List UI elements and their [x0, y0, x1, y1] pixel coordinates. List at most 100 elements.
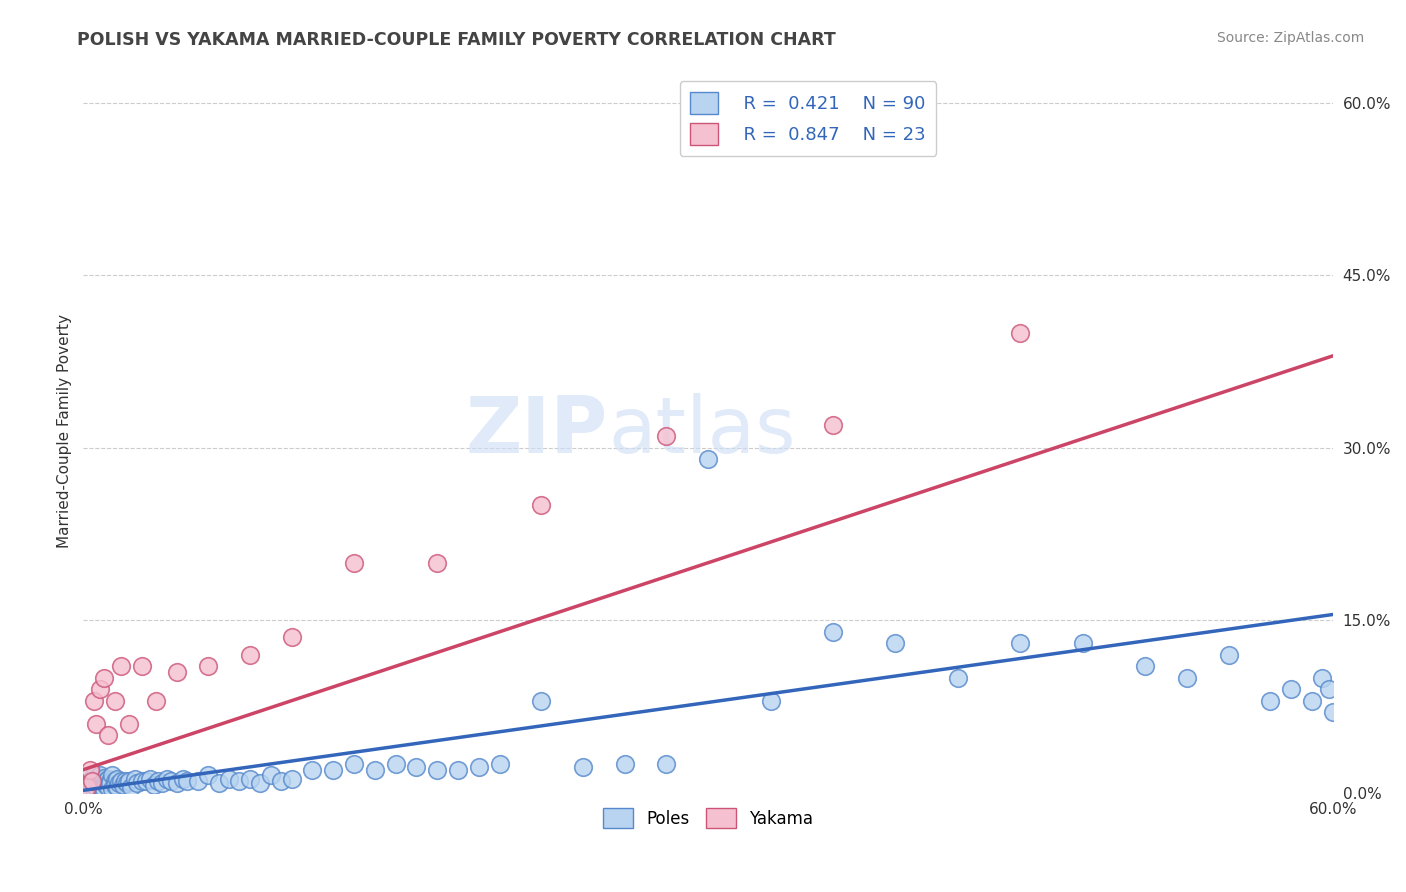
Point	[228, 774, 250, 789]
Point	[83, 782, 105, 797]
Point	[111, 778, 134, 792]
Point	[152, 776, 174, 790]
Point	[80, 776, 103, 790]
Point	[97, 780, 120, 794]
Point	[145, 694, 167, 708]
Point	[84, 780, 107, 794]
Point	[176, 774, 198, 789]
Point	[114, 774, 136, 789]
Point	[84, 716, 107, 731]
Point	[1322, 705, 1344, 719]
Point	[155, 772, 177, 786]
Point	[118, 774, 141, 789]
Point	[89, 768, 111, 782]
Point	[1135, 659, 1157, 673]
Point	[1175, 671, 1198, 685]
Point	[110, 659, 132, 673]
Point	[91, 774, 114, 789]
Point	[91, 780, 114, 795]
Point	[87, 776, 110, 790]
Legend: Poles, Yakama: Poles, Yakama	[596, 801, 820, 835]
Point	[1218, 648, 1240, 662]
Point	[322, 763, 344, 777]
Point	[197, 768, 219, 782]
Point	[655, 429, 678, 443]
Point	[1258, 694, 1281, 708]
Point	[118, 716, 141, 731]
Text: POLISH VS YAKAMA MARRIED-COUPLE FAMILY POVERTY CORRELATION CHART: POLISH VS YAKAMA MARRIED-COUPLE FAMILY P…	[77, 31, 837, 49]
Point	[89, 682, 111, 697]
Point	[97, 772, 120, 786]
Point	[143, 778, 166, 792]
Point	[103, 774, 125, 789]
Point	[105, 772, 128, 786]
Point	[89, 779, 111, 793]
Point	[96, 778, 118, 792]
Point	[93, 671, 115, 685]
Point	[80, 774, 103, 789]
Point	[127, 776, 149, 790]
Point	[1317, 682, 1340, 697]
Point	[87, 772, 110, 786]
Point	[93, 776, 115, 790]
Point	[96, 774, 118, 789]
Point	[821, 417, 844, 432]
Point	[93, 782, 115, 797]
Point	[187, 774, 209, 789]
Point	[83, 778, 105, 792]
Point	[447, 763, 470, 777]
Point	[139, 772, 162, 786]
Point	[468, 760, 491, 774]
Point	[239, 648, 262, 662]
Point	[83, 694, 105, 708]
Point	[530, 498, 553, 512]
Point	[79, 763, 101, 777]
Point	[239, 772, 262, 786]
Point	[76, 780, 98, 794]
Point	[280, 631, 302, 645]
Point	[101, 768, 124, 782]
Y-axis label: Married-Couple Family Poverty: Married-Couple Family Poverty	[58, 314, 72, 548]
Point	[197, 659, 219, 673]
Point	[83, 768, 105, 782]
Point	[280, 772, 302, 786]
Point	[364, 763, 387, 777]
Point	[821, 624, 844, 639]
Text: atlas: atlas	[607, 392, 796, 468]
Point	[103, 778, 125, 792]
Point	[426, 556, 449, 570]
Point	[124, 772, 146, 786]
Point	[159, 774, 181, 789]
Point	[426, 763, 449, 777]
Point	[93, 771, 115, 785]
Point	[572, 760, 595, 774]
Point	[107, 776, 129, 790]
Point	[1010, 636, 1032, 650]
Point	[613, 756, 636, 771]
Point	[260, 768, 283, 782]
Point	[166, 776, 188, 790]
Text: Source: ZipAtlas.com: Source: ZipAtlas.com	[1216, 31, 1364, 45]
Point	[105, 780, 128, 794]
Point	[80, 772, 103, 786]
Point	[384, 756, 406, 771]
Point	[98, 774, 121, 789]
Point	[208, 776, 231, 790]
Point	[1071, 636, 1094, 650]
Point	[343, 556, 366, 570]
Point	[1312, 671, 1334, 685]
Point	[79, 774, 101, 789]
Point	[697, 452, 720, 467]
Point	[946, 671, 969, 685]
Point	[405, 760, 427, 774]
Point	[98, 776, 121, 790]
Point	[148, 774, 170, 789]
Point	[166, 665, 188, 679]
Point	[172, 772, 194, 786]
Point	[131, 774, 153, 789]
Point	[270, 774, 292, 789]
Point	[655, 756, 678, 771]
Text: ZIP: ZIP	[465, 392, 607, 468]
Point	[884, 636, 907, 650]
Point	[343, 756, 366, 771]
